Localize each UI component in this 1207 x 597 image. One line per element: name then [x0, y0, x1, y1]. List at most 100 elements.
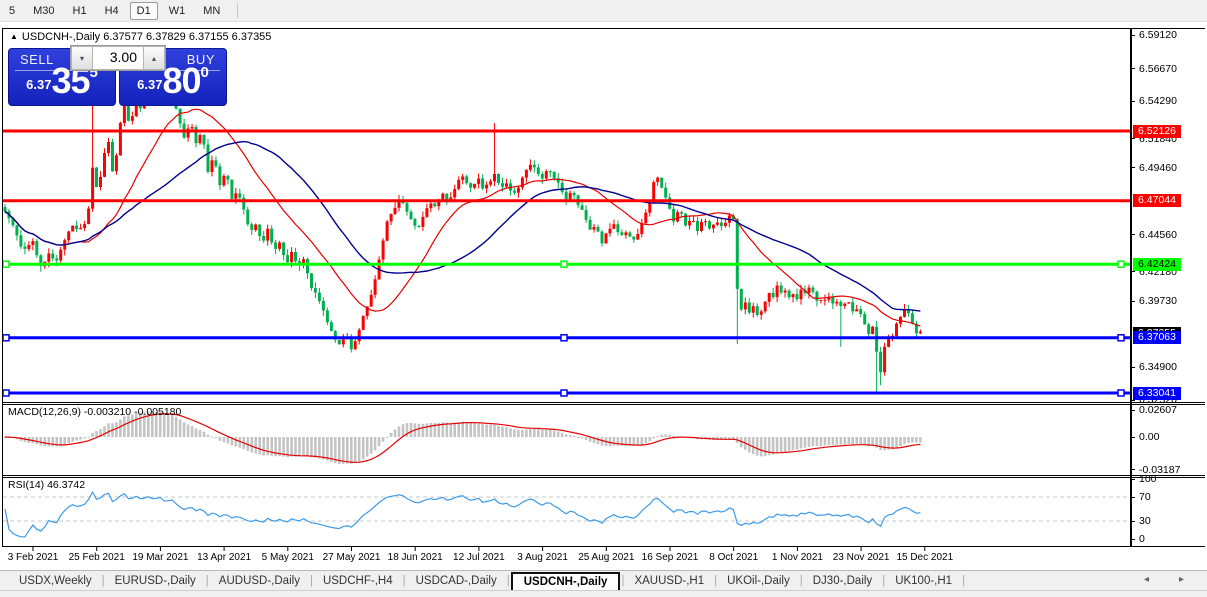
ma-slow-line: [4, 140, 921, 312]
price-axis-tick: 6.34900: [1139, 361, 1177, 374]
tab-usdcad-daily[interactable]: USDCAD-,Daily: [415, 575, 497, 587]
chart-title: ▲ USDCNH-,Daily 6.37577 6.37829 6.37155 6…: [10, 31, 271, 43]
date-axis-label: 8 Oct 2021: [709, 552, 759, 563]
volume-increase-button[interactable]: ▴: [143, 46, 165, 70]
rsi-panel: [3, 490, 1130, 538]
macd-panel: [3, 411, 922, 464]
hline-price-label[interactable]: 6.42424: [1133, 257, 1181, 271]
tab-dj30-daily[interactable]: DJ30-,Daily: [812, 575, 873, 587]
axis-tick-mark: [1131, 167, 1135, 169]
price-axis-tick: 6.44560: [1139, 228, 1177, 241]
tab-audusd-daily[interactable]: AUDUSD-,Daily: [218, 575, 300, 587]
tab-xauusd-h1[interactable]: XAUUSD-,H1: [634, 575, 705, 587]
timeframe-d1[interactable]: D1: [129, 1, 158, 20]
chart-frame-left: [2, 28, 3, 547]
tab-separator: |: [621, 575, 625, 587]
line-handle: [3, 334, 10, 342]
line-handle: [560, 334, 568, 342]
panel-separator[interactable]: [2, 404, 1205, 405]
date-axis-label: 18 Jun 2021: [387, 552, 443, 563]
line-handle: [1117, 334, 1125, 342]
macd-signal-line: [4, 413, 921, 463]
line-handle: [1117, 260, 1125, 268]
macd-axis-tick: -0.03187: [1139, 463, 1181, 476]
rsi-label: RSI(14) 46.3742: [8, 479, 86, 491]
hline-price-label[interactable]: 6.33041: [1133, 386, 1181, 400]
axis-tick-mark: [1131, 496, 1135, 498]
one-click-trading-panel: SELL 6.37355 BUY 6.37800 ▾ 3.00 ▴: [8, 44, 227, 106]
tab-separator: |: [402, 575, 406, 587]
buy-price-prefix: 6.37: [137, 77, 163, 92]
line-handle: [560, 260, 568, 268]
sell-label: SELL: [20, 52, 54, 67]
candlesticks: [3, 64, 922, 393]
tab-separator: |: [714, 575, 718, 587]
tab-separator: |: [506, 575, 510, 587]
date-axis-label: 15 Dec 2021: [896, 552, 954, 563]
chart-tab-bar: USDX,Weekly | EURUSD-,Daily | AUDUSD-,Daily |…: [0, 570, 1207, 591]
divider: [15, 70, 109, 71]
tab-usdx-weekly[interactable]: USDX,Weekly: [19, 575, 92, 587]
macd-axis-tick: 0.02607: [1139, 404, 1177, 417]
rsi-axis-tick: 30: [1139, 515, 1151, 527]
tab-usdcnh-daily[interactable]: USDCNH-,Daily: [510, 571, 621, 591]
axis-tick-mark: [1131, 138, 1135, 140]
collapse-panel-icon[interactable]: ▲: [10, 32, 18, 41]
tab-usdchf-h4[interactable]: USDCHF-,H4: [322, 575, 393, 587]
tabs-scroll-right-icon[interactable]: ▸: [1179, 574, 1185, 585]
hline-price-label[interactable]: 6.37063: [1133, 331, 1181, 345]
timeframe-m30[interactable]: M30: [33, 4, 55, 17]
volume-decrease-button[interactable]: ▾: [71, 46, 93, 70]
rsi-axis-tick: 70: [1139, 491, 1151, 503]
chart-frame-top: [2, 28, 1205, 29]
tab-separator: |: [205, 575, 209, 587]
timeframe-h4[interactable]: H4: [104, 4, 119, 17]
date-axis-label: 12 Jul 2021: [453, 552, 505, 563]
price-axis-tick: 6.54290: [1139, 95, 1177, 108]
line-handle: [3, 389, 10, 397]
main-price-panel: [3, 64, 1130, 397]
tab-ukoil-daily[interactable]: UKOil-,Daily: [727, 575, 790, 587]
panel-separator[interactable]: [2, 402, 1205, 403]
axis-tick-mark: [1131, 234, 1135, 236]
axis-tick-mark: [1131, 34, 1135, 36]
timeframe-5[interactable]: 5: [9, 4, 16, 17]
date-axis-label: 1 Nov 2021: [771, 552, 823, 563]
timeframe-h1[interactable]: H1: [72, 4, 87, 17]
hline-price-label[interactable]: 6.52126: [1133, 124, 1181, 138]
date-axis-label: 3 Feb 2021: [7, 552, 59, 563]
tab-uk100-h1[interactable]: UK100-,H1: [895, 575, 953, 587]
tab-eurusd-daily[interactable]: EURUSD-,Daily: [114, 575, 196, 587]
ma-fast-line: [4, 108, 921, 327]
price-axis-border: [1130, 28, 1132, 547]
macd-axis-tick: 0.00: [1139, 431, 1160, 443]
date-axis-label: 27 May 2021: [322, 552, 381, 563]
price-axis-tick: 6.56670: [1139, 62, 1177, 75]
axis-tick-mark: [1131, 520, 1135, 522]
timeframe-mn[interactable]: MN: [203, 4, 221, 17]
toolbar-divider: [237, 3, 239, 18]
tab-separator: |: [309, 575, 313, 587]
volume-spinner: ▾ 3.00 ▴: [70, 45, 166, 71]
tabs-scroll-left-icon[interactable]: ◂: [1144, 574, 1150, 585]
volume-input[interactable]: 3.00: [93, 46, 143, 70]
tab-separator: |: [101, 575, 105, 587]
axis-tick-mark: [1131, 399, 1135, 401]
date-axis-label: 5 May 2021: [261, 552, 314, 563]
hline-price-label[interactable]: 6.47044: [1133, 194, 1181, 208]
sell-price-prefix: 6.37: [26, 77, 52, 92]
date-axis-label: 3 Aug 2021: [517, 552, 568, 563]
date-axis-label: 19 Mar 2021: [132, 552, 189, 563]
tab-separator: |: [799, 575, 803, 587]
chart-frame-bottom: [2, 546, 1205, 547]
axis-tick-mark: [1131, 436, 1135, 438]
buy-price-main: 80: [162, 60, 201, 101]
timeframe-w1[interactable]: W1: [168, 4, 186, 17]
macd-histogram: [3, 411, 922, 464]
rsi-axis-tick: 0: [1139, 533, 1145, 545]
buy-label: BUY: [186, 52, 215, 67]
divider: [126, 70, 220, 71]
panel-separator[interactable]: [2, 475, 1205, 476]
timeframe-toolbar: 5 M30 H1 H4 D1 W1 MN: [0, 0, 1207, 22]
panel-separator[interactable]: [2, 477, 1205, 478]
